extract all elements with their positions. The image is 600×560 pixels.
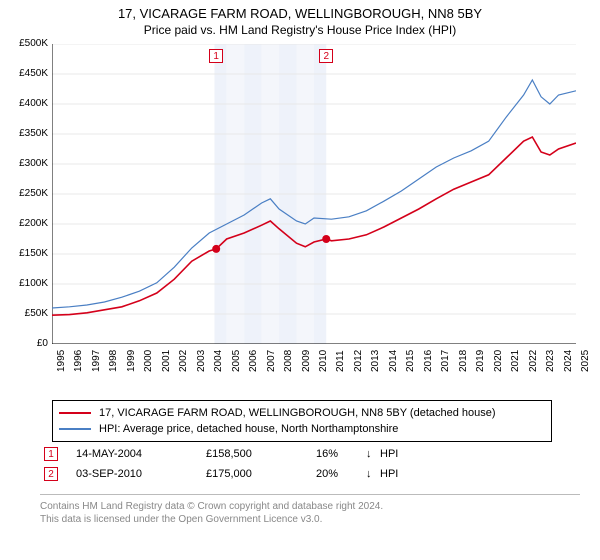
marker-badge: 2 — [44, 467, 58, 481]
chart-title: 17, VICARAGE FARM ROAD, WELLINGBOROUGH, … — [0, 6, 600, 21]
marker-row: 2 03-SEP-2010£175,00020%↓HPI — [40, 464, 560, 484]
marker-pct: 16% — [316, 448, 366, 460]
footer-line-1: Contains HM Land Registry data © Crown c… — [40, 500, 580, 513]
marker-badge: 1 — [44, 447, 58, 461]
marker-hpi-label: HPI — [380, 448, 420, 460]
footer-line-2: This data is licensed under the Open Gov… — [40, 513, 580, 526]
sale-point — [322, 235, 330, 243]
down-arrow-icon: ↓ — [366, 468, 380, 480]
marker-row: 1 14-MAY-2004£158,50016%↓HPI — [40, 444, 560, 464]
legend-swatch — [59, 412, 91, 414]
plot-marker-1: 1 — [209, 49, 223, 63]
sale-markers-table: 1 14-MAY-2004£158,50016%↓HPI 2 03-SEP-2010£… — [40, 444, 560, 484]
plot-area: 12 — [52, 44, 576, 344]
y-tick-label: £450K — [8, 68, 48, 79]
marker-price: £175,000 — [206, 468, 316, 480]
chart-container: 17, VICARAGE FARM ROAD, WELLINGBOROUGH, … — [0, 0, 600, 560]
y-tick-label: £250K — [8, 188, 48, 199]
down-arrow-icon: ↓ — [366, 448, 380, 460]
x-tick-label: 2025 — [580, 350, 600, 372]
legend-label: HPI: Average price, detached house, Nort… — [99, 423, 398, 435]
y-tick-label: £0 — [8, 338, 48, 349]
marker-pct: 20% — [316, 468, 366, 480]
y-tick-label: £50K — [8, 308, 48, 319]
y-tick-label: £150K — [8, 248, 48, 259]
y-tick-label: £300K — [8, 158, 48, 169]
sale-point — [212, 245, 220, 253]
title-block: 17, VICARAGE FARM ROAD, WELLINGBOROUGH, … — [0, 0, 600, 39]
legend-row: HPI: Average price, detached house, Nort… — [59, 421, 545, 437]
marker-price: £158,500 — [206, 448, 316, 460]
legend-swatch — [59, 428, 91, 430]
legend-row: 17, VICARAGE FARM ROAD, WELLINGBOROUGH, … — [59, 405, 545, 421]
chart-area: £0 £50K £100K £150K £200K £250K £300K £350K £400… — [8, 44, 592, 384]
y-tick-label: £100K — [8, 278, 48, 289]
y-tick-label: £200K — [8, 218, 48, 229]
legend-label: 17, VICARAGE FARM ROAD, WELLINGBOROUGH, … — [99, 407, 496, 419]
chart-subtitle: Price paid vs. HM Land Registry's House … — [0, 23, 600, 37]
legend: 17, VICARAGE FARM ROAD, WELLINGBOROUGH, … — [52, 400, 552, 442]
marker-date: 14-MAY-2004 — [76, 448, 206, 460]
y-tick-label: £500K — [8, 38, 48, 49]
marker-hpi-label: HPI — [380, 468, 420, 480]
footer-attribution: Contains HM Land Registry data © Crown c… — [40, 494, 580, 526]
y-tick-label: £350K — [8, 128, 48, 139]
plot-marker-2: 2 — [319, 49, 333, 63]
chart-svg — [52, 44, 576, 344]
y-tick-label: £400K — [8, 98, 48, 109]
marker-date: 03-SEP-2010 — [76, 468, 206, 480]
